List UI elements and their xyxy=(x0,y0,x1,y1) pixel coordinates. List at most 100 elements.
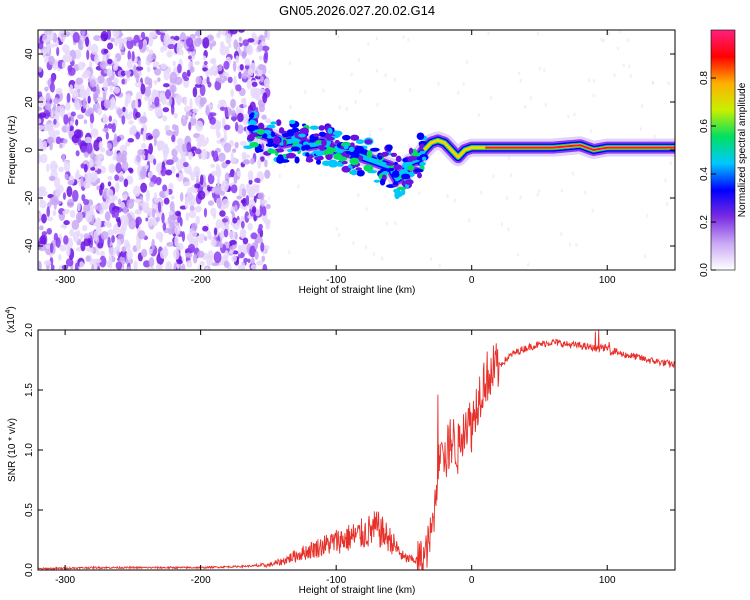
ridge-blob xyxy=(348,146,355,152)
noise-speckle xyxy=(44,244,52,249)
noise-speckle xyxy=(257,43,263,52)
noise-speckle xyxy=(95,83,100,93)
noise-speckle xyxy=(77,202,81,212)
noise-speckle xyxy=(172,60,176,67)
noise-speckle xyxy=(154,96,160,107)
noise-speckle xyxy=(103,79,109,92)
spectrogram-y-ticks: -40 -20 0 20 40 xyxy=(24,48,675,253)
ridge-blob xyxy=(421,156,427,161)
noise-speckle xyxy=(189,205,195,212)
noise-speckle xyxy=(110,96,116,107)
noise-speckle xyxy=(135,80,142,88)
noise-speckle xyxy=(205,105,210,117)
noise-speckle xyxy=(76,229,81,238)
noise-speckle xyxy=(144,86,151,98)
noise-speckle xyxy=(87,95,91,104)
noise-speckle xyxy=(237,30,245,33)
noise-speckle xyxy=(368,132,372,137)
noise-speckle xyxy=(93,171,98,181)
noise-speckle xyxy=(155,176,162,186)
noise-speckle xyxy=(121,160,129,172)
noise-speckle xyxy=(568,242,572,247)
noise-speckle xyxy=(357,192,360,197)
noise-speckle xyxy=(567,114,570,119)
noise-speckle xyxy=(62,138,68,144)
noise-speckle xyxy=(204,236,208,242)
ridge-blob xyxy=(417,172,422,179)
noise-speckle xyxy=(592,93,595,98)
noise-speckle xyxy=(543,68,546,73)
noise-speckle xyxy=(157,77,161,83)
noise-speckle xyxy=(99,250,105,257)
noise-speckle xyxy=(149,217,153,227)
noise-speckle xyxy=(176,242,184,251)
noise-speckle xyxy=(49,82,55,93)
noise-speckle xyxy=(38,152,41,164)
noise-speckle xyxy=(221,180,229,192)
noise-speckle xyxy=(141,154,146,161)
noise-speckle xyxy=(219,44,228,56)
y-tick-label: 2.0 xyxy=(24,323,35,337)
noise-speckle xyxy=(157,201,162,213)
noise-speckle xyxy=(213,251,222,264)
noise-speckle xyxy=(145,217,149,222)
noise-speckle xyxy=(66,246,71,257)
ridge-blob xyxy=(393,164,402,170)
noise-speckle xyxy=(643,254,647,259)
x-tick-label: 100 xyxy=(599,575,616,586)
ridge-blob xyxy=(370,147,380,152)
noise-speckle xyxy=(89,79,97,88)
noise-speckle xyxy=(242,154,251,159)
noise-speckle xyxy=(104,211,111,222)
noise-speckle xyxy=(230,98,236,109)
noise-speckle xyxy=(72,32,80,43)
noise-speckle xyxy=(587,78,591,83)
noise-speckle xyxy=(46,227,52,235)
noise-speckle xyxy=(185,111,193,117)
noise-speckle xyxy=(79,89,87,99)
y-tick-label: 0.0 xyxy=(24,563,35,577)
ridge-blob xyxy=(255,148,264,153)
noise-speckle xyxy=(251,183,259,192)
noise-speckle xyxy=(225,159,231,165)
noise-speckle xyxy=(157,111,164,116)
noise-speckle xyxy=(50,264,55,270)
noise-speckle xyxy=(516,252,520,257)
noise-speckle xyxy=(113,86,121,94)
noise-speckle xyxy=(236,112,244,123)
noise-speckle xyxy=(120,70,126,77)
noise-speckle xyxy=(234,121,239,132)
noise-speckle xyxy=(131,50,135,62)
noise-speckle xyxy=(173,112,178,119)
noise-speckle xyxy=(195,215,201,225)
noise-speckle xyxy=(155,263,161,270)
noise-speckle xyxy=(640,104,644,109)
noise-speckle xyxy=(242,39,250,47)
noise-speckle xyxy=(133,64,137,76)
noise-speckle xyxy=(79,261,85,268)
noise-speckle xyxy=(59,244,67,252)
noise-speckle xyxy=(137,149,145,156)
noise-speckle xyxy=(241,188,247,198)
noise-speckle xyxy=(185,212,190,222)
noise-speckle xyxy=(168,210,174,216)
noise-speckle xyxy=(148,248,153,255)
noise-speckle xyxy=(261,205,267,216)
noise-speckle xyxy=(162,184,168,192)
x-tick-label: -200 xyxy=(191,275,211,286)
ridge-blob xyxy=(343,144,349,150)
ridge-blob xyxy=(341,160,348,165)
noise-speckle xyxy=(544,103,547,108)
y-tick-label: 1.0 xyxy=(24,443,35,457)
noise-speckle xyxy=(217,30,222,37)
ridge-blob xyxy=(327,127,333,134)
y-tick-label: 0.5 xyxy=(24,503,35,517)
noise-speckle xyxy=(130,198,135,204)
noise-speckle xyxy=(104,221,108,227)
noise-speckle xyxy=(183,96,188,107)
noise-speckle xyxy=(639,127,642,132)
ridge-blob xyxy=(315,159,322,165)
noise-speckle xyxy=(48,55,55,66)
noise-speckle xyxy=(394,221,397,226)
